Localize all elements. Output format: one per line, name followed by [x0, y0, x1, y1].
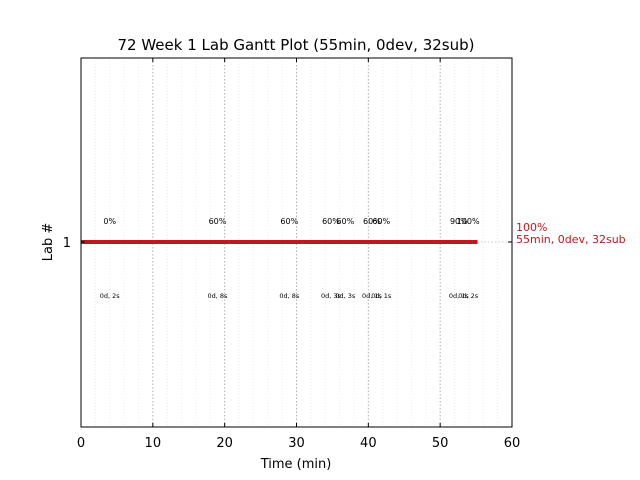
x-tick-label: 50: [432, 436, 449, 451]
y-tick-label: 1: [63, 236, 71, 251]
annotation-detail: 0d, 2s: [100, 292, 121, 300]
annotation-detail: 0d, 3s: [321, 292, 342, 300]
annotation-detail: 0d, 8s: [208, 292, 229, 300]
annotation-percent: 60%: [372, 217, 390, 226]
annotation-percent: 90%: [450, 217, 468, 226]
x-tick-label: 40: [360, 436, 377, 451]
chart-title: 72 Week 1 Lab Gantt Plot (55min, 0dev, 3…: [117, 36, 474, 54]
y-axis-ticks: 1: [63, 236, 512, 251]
x-tick-label: 0: [77, 436, 85, 451]
annotation-detail: 0d, 1s: [449, 292, 470, 300]
annotation-detail: 0d, 8s: [279, 292, 300, 300]
annotation-percent: 60%: [209, 217, 227, 226]
x-tick-label: 60: [504, 436, 521, 451]
annotation-percent: 60%: [363, 217, 381, 226]
annotation-percent: 0%: [103, 217, 116, 226]
bar-end-percent: 100%: [516, 221, 547, 234]
annotation-detail: 0d, 1s: [371, 292, 392, 300]
x-tick-label: 20: [216, 436, 233, 451]
bars-group: 100%55min, 0dev, 32sub: [81, 221, 626, 246]
annotation-detail: 0d, 3s: [335, 292, 356, 300]
annotations-group: 0% 0d, 2s 60% 0d, 8s 60% 0d, 8s 60% 0d, 3s 60% 0d…: [100, 217, 480, 300]
annotation-percent: 60%: [322, 217, 340, 226]
x-tick-label: 30: [288, 436, 305, 451]
annotation-percent: 100%: [457, 217, 480, 226]
x-axis-ticks: 0 10 20 30 40 50 60: [77, 58, 520, 451]
x-axis-label: Time (min): [260, 457, 332, 472]
x-tick-label: 10: [145, 436, 162, 451]
bar-end-summary: 55min, 0dev, 32sub: [516, 233, 626, 246]
annotation-percent: 60%: [336, 217, 354, 226]
annotation-detail: 0d, 1s: [362, 292, 383, 300]
annotation-detail: 0d, 2s: [458, 292, 479, 300]
annotation-percent: 60%: [280, 217, 298, 226]
y-axis-label: Lab #: [41, 223, 56, 262]
